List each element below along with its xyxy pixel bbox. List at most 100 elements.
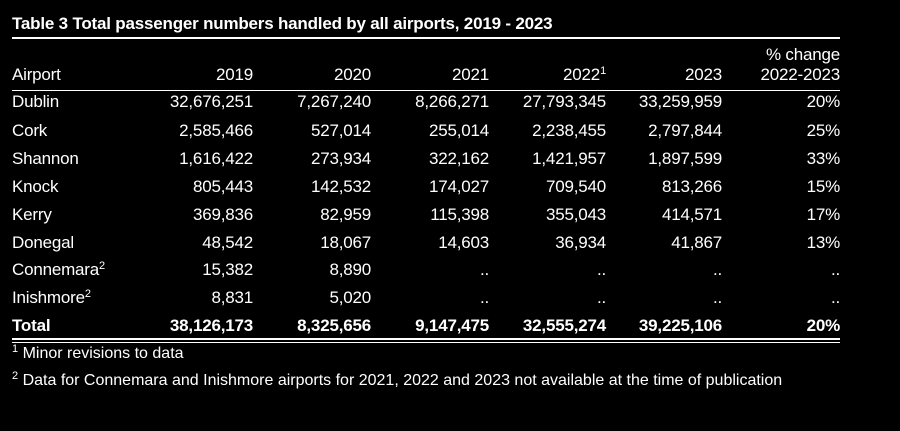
- cell-change: 15%: [806, 177, 841, 196]
- airport-label: Shannon: [12, 149, 79, 168]
- airport-name: Connemara2: [12, 260, 105, 280]
- table-row: Knock 805,443 142,532 174,027 709,540 813,266…: [12, 177, 840, 201]
- cell-v2019: 48,542: [202, 233, 253, 252]
- cell-v2019: 15,382: [202, 260, 253, 279]
- cell-v2020: 5,020: [329, 288, 371, 307]
- cell-change: ..: [830, 260, 840, 279]
- total-label: Total: [12, 316, 51, 335]
- cell-v2019: 32,676,251: [169, 92, 253, 111]
- header-divider: [12, 90, 840, 91]
- total-row: Total 38,126,173 8,325,656 9,147,475 32,…: [12, 316, 840, 340]
- table-row: Donegal 48,542 18,067 14,603 36,934 41,867 13%: [12, 233, 840, 257]
- footnote-ref-2: 2: [99, 260, 105, 272]
- cell-v2023: 2,797,844: [648, 121, 722, 140]
- header-row-1: % change: [12, 45, 840, 69]
- cell-v2023: ..: [712, 288, 722, 307]
- cell-v2022: 709,540: [545, 177, 606, 196]
- header-change-line2: 2022-2023: [760, 65, 841, 84]
- header-2023: 2023: [684, 65, 722, 84]
- cell-v2021: 174,027: [428, 177, 489, 196]
- footnote-ref-1: 1: [600, 65, 606, 77]
- cell-v2021: 14,603: [438, 233, 489, 252]
- airport-name: Dublin: [12, 92, 59, 112]
- header-change-line1: % change: [765, 45, 840, 64]
- airport-name: Cork: [12, 121, 47, 141]
- cell-change: ..: [830, 288, 840, 307]
- cell-v2020: 527,014: [310, 121, 371, 140]
- cell-v2019: 8,831: [211, 288, 253, 307]
- cell-v2019: 805,443: [192, 177, 253, 196]
- total-2021: 9,147,475: [415, 316, 489, 335]
- cell-v2022: 1,421,957: [532, 149, 606, 168]
- table-row: Dublin 32,676,251 7,267,240 8,266,271 27,793…: [12, 92, 840, 116]
- cell-v2020: 142,532: [310, 177, 371, 196]
- table-row: Cork 2,585,466 527,014 255,014 2,238,455 2,79…: [12, 121, 840, 145]
- header-2020: 2020: [333, 65, 371, 84]
- cell-v2022: ..: [596, 260, 606, 279]
- footnote-2: 2 Data for Connemara and Inishmore airpo…: [12, 371, 812, 391]
- cell-v2022: 2,238,455: [532, 121, 606, 140]
- table-title: Table 3 Total passenger numbers handled …: [12, 14, 553, 33]
- footnote-2-text: Data for Connemara and Inishmore airport…: [18, 372, 783, 389]
- header-2019: 2019: [215, 65, 253, 84]
- cell-v2019: 1,616,422: [179, 149, 253, 168]
- total-2023: 39,225,106: [638, 316, 722, 335]
- total-2019: 38,126,173: [169, 316, 253, 335]
- cell-v2023: 33,259,959: [638, 92, 722, 111]
- cell-change: 20%: [806, 92, 841, 111]
- airport-label: Connemara: [12, 260, 100, 279]
- airport-label: Dublin: [12, 92, 59, 111]
- airport-label: Donegal: [12, 233, 74, 252]
- cell-v2021: 255,014: [428, 121, 489, 140]
- airport-name: Inishmore2: [12, 288, 91, 308]
- header-airport: Airport: [12, 65, 61, 84]
- total-change: 20%: [806, 316, 841, 335]
- cell-change: 13%: [806, 233, 841, 252]
- footnote-1: 1 Minor revisions to data: [12, 344, 812, 364]
- total-divider-bottom: [12, 342, 840, 343]
- total-2022: 32,555,274: [522, 316, 606, 335]
- cell-v2022: 36,934: [555, 233, 606, 252]
- airport-name: Shannon: [12, 149, 79, 169]
- airport-label: Kerry: [12, 205, 52, 224]
- header-2021: 2021: [451, 65, 489, 84]
- cell-v2021: 322,162: [428, 149, 489, 168]
- cell-v2021: 115,398: [430, 205, 489, 224]
- cell-v2023: 414,571: [661, 205, 722, 224]
- table-row: Kerry 369,836 82,959 115,398 355,043 414,571 1…: [12, 205, 840, 229]
- cell-v2020: 82,959: [320, 205, 371, 224]
- header-2022-label: 2022: [563, 65, 601, 84]
- cell-v2020: 273,934: [310, 149, 371, 168]
- cell-v2023: ..: [712, 260, 722, 279]
- cell-v2020: 8,890: [329, 260, 371, 279]
- table-row: Shannon 1,616,422 273,934 322,162 1,421,957 1…: [12, 149, 840, 173]
- cell-v2020: 7,267,240: [297, 92, 371, 111]
- total-divider-top: [12, 338, 840, 340]
- table-row: Connemara2 15,382 8,890........: [12, 260, 840, 284]
- cell-v2022: 355,043: [545, 205, 606, 224]
- cell-v2021: ..: [479, 288, 489, 307]
- airport-label: Knock: [12, 177, 59, 196]
- footnote-ref-2: 2: [84, 288, 91, 300]
- airport-name: Kerry: [12, 205, 52, 225]
- cell-v2023: 813,266: [661, 177, 722, 196]
- table-row: Inishmore2 8,831 5,020........: [12, 288, 840, 312]
- footnote-2-mark: 2: [12, 370, 19, 382]
- airport-label: Cork: [12, 121, 48, 140]
- cell-v2020: 18,067: [320, 233, 371, 252]
- header-row: Airport 2019 2020 2021 20221 2023 2022-2…: [12, 65, 840, 89]
- title-divider: [12, 37, 840, 39]
- cell-v2022: ..: [596, 288, 606, 307]
- cell-change: 25%: [806, 121, 841, 140]
- cell-v2021: ..: [479, 260, 489, 279]
- footnote-1-text: Minor revisions to data: [18, 345, 184, 362]
- cell-change: 17%: [806, 205, 841, 224]
- cell-v2022: 27,793,345: [522, 92, 606, 111]
- airport-name: Knock: [12, 177, 58, 197]
- cell-v2019: 369,836: [192, 205, 253, 224]
- cell-v2021: 8,266,271: [415, 92, 489, 111]
- cell-change: 33%: [806, 149, 841, 168]
- total-2020: 8,325,656: [297, 316, 371, 335]
- cell-v2019: 2,585,466: [179, 121, 253, 140]
- airport-label: Inishmore: [12, 288, 85, 307]
